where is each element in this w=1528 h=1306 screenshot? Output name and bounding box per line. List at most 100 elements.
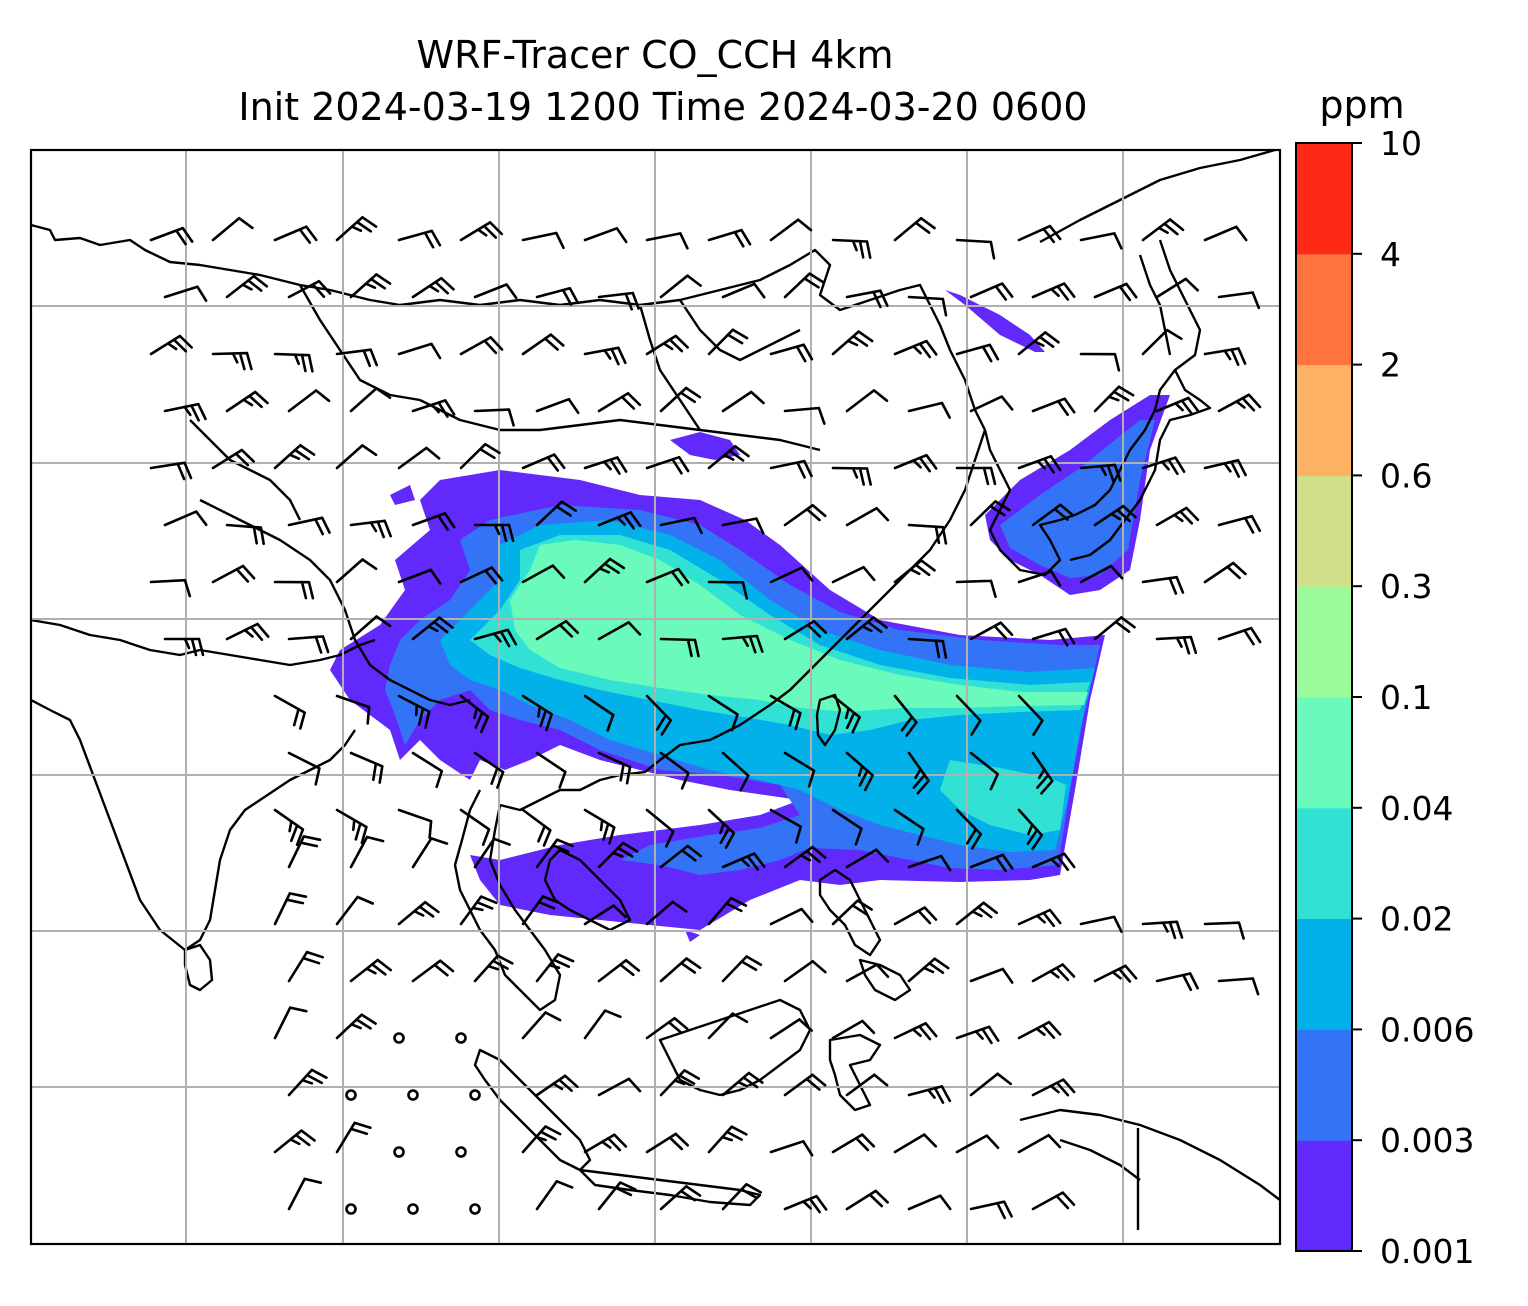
wind-barb xyxy=(707,1125,748,1154)
wind-barb xyxy=(583,227,628,244)
wind-barb xyxy=(907,401,951,419)
coastline-new-guinea xyxy=(1019,1108,1280,1230)
wind-barb xyxy=(521,453,566,472)
wind-barb xyxy=(707,580,749,600)
wind-barb xyxy=(163,637,205,657)
coastline-china-east xyxy=(499,429,987,812)
wind-barb xyxy=(273,444,316,470)
plume-band-0.003-north xyxy=(1000,420,1155,578)
map-title-line1: WRF-Tracer CO_CCH 4km xyxy=(417,33,894,77)
wind-barb xyxy=(597,1077,642,1097)
wind-barb xyxy=(893,559,936,584)
wind-barb xyxy=(969,282,1014,301)
wind-barb-calm xyxy=(407,1089,419,1101)
colorbar-tick-label: 0.001 xyxy=(1380,1232,1474,1271)
wind-barb xyxy=(583,557,626,584)
wind-barb xyxy=(583,1133,628,1154)
wind-barb xyxy=(459,221,504,242)
wind-barb xyxy=(721,282,766,299)
wind-barb xyxy=(1203,561,1247,584)
wind-barb xyxy=(783,960,827,983)
wind-barb xyxy=(459,895,498,926)
wind-barb xyxy=(1217,514,1262,534)
wind-barb xyxy=(1031,627,1076,647)
wind-barb xyxy=(335,895,375,926)
wind-barb xyxy=(335,444,378,470)
wind-barb xyxy=(893,1133,938,1154)
wind-barb xyxy=(349,387,392,413)
wind-barb xyxy=(707,1012,749,1040)
wind-barb xyxy=(1017,331,1060,356)
wind-barb xyxy=(521,1125,562,1154)
wind-barb xyxy=(1017,455,1062,474)
wind-barb xyxy=(473,523,515,543)
wind-barb xyxy=(893,906,938,926)
wind-barb xyxy=(783,619,828,641)
wind-barb xyxy=(535,953,575,983)
wind-barb xyxy=(1031,1191,1076,1211)
colorbar-band xyxy=(1296,1029,1352,1141)
wind-barb xyxy=(831,1019,876,1040)
wind-barb xyxy=(1031,963,1076,983)
wind-barb xyxy=(411,512,456,531)
wind-barb xyxy=(645,567,690,587)
wind-barb xyxy=(645,455,690,475)
wind-barb xyxy=(1141,920,1184,940)
wind-barb xyxy=(969,1072,1012,1097)
wind-barb xyxy=(769,218,813,242)
wind-barb xyxy=(397,342,442,360)
wind-barb xyxy=(1155,396,1200,416)
colorbar-band xyxy=(1296,918,1352,1030)
colorbar-band xyxy=(1296,1140,1352,1252)
wind-barb-calm xyxy=(469,1089,481,1101)
wind-barb xyxy=(273,892,308,926)
wind-barb xyxy=(707,328,749,356)
wind-barb-calm xyxy=(393,1146,405,1158)
wind-barb xyxy=(273,808,305,847)
wind-barb xyxy=(521,808,552,847)
wind-barb xyxy=(1203,459,1247,478)
wind-barb xyxy=(1203,225,1248,242)
wind-barb xyxy=(831,565,876,584)
wind-barb xyxy=(225,523,265,546)
wind-barb xyxy=(535,397,580,415)
wind-barb xyxy=(225,622,270,641)
wind-barb xyxy=(831,330,874,356)
wind-barb xyxy=(645,1016,689,1040)
wind-barb xyxy=(273,580,315,600)
wind-barb xyxy=(521,231,565,250)
wind-barb xyxy=(597,392,642,413)
wind-barb xyxy=(783,845,827,869)
wind-barb-calm xyxy=(455,1032,467,1044)
wind-barb xyxy=(659,751,690,790)
coastlines xyxy=(31,150,1280,1230)
coastline-java xyxy=(578,1168,762,1207)
wind-barb xyxy=(659,516,703,535)
colorbar-band xyxy=(1296,475,1352,587)
wind-barb xyxy=(769,808,802,844)
map-frame xyxy=(29,148,1282,1246)
wind-barb xyxy=(893,339,938,359)
wind-barb xyxy=(1203,921,1245,940)
coastline-indochina xyxy=(453,789,632,1012)
wind-barb xyxy=(1017,808,1044,851)
wind-barb-calm xyxy=(407,1203,419,1215)
wind-barb xyxy=(659,844,703,869)
wind-barb xyxy=(769,1140,814,1157)
wind-barb xyxy=(163,285,208,302)
wind-barb xyxy=(459,808,491,846)
border-himalaya xyxy=(189,419,471,707)
wind-barb xyxy=(1093,964,1138,983)
wind-barb xyxy=(273,1006,308,1040)
wind-barb xyxy=(335,216,378,242)
wind-barb xyxy=(1031,751,1054,795)
wind-barb xyxy=(535,751,567,789)
wind-barb xyxy=(535,838,574,869)
wind-barb xyxy=(845,751,874,792)
wind-barb xyxy=(907,751,930,795)
wind-barb xyxy=(907,854,952,872)
wind-barb xyxy=(535,287,580,306)
wind-barb xyxy=(149,578,192,598)
wind-barb xyxy=(1017,224,1062,244)
wind-barb xyxy=(459,336,504,356)
